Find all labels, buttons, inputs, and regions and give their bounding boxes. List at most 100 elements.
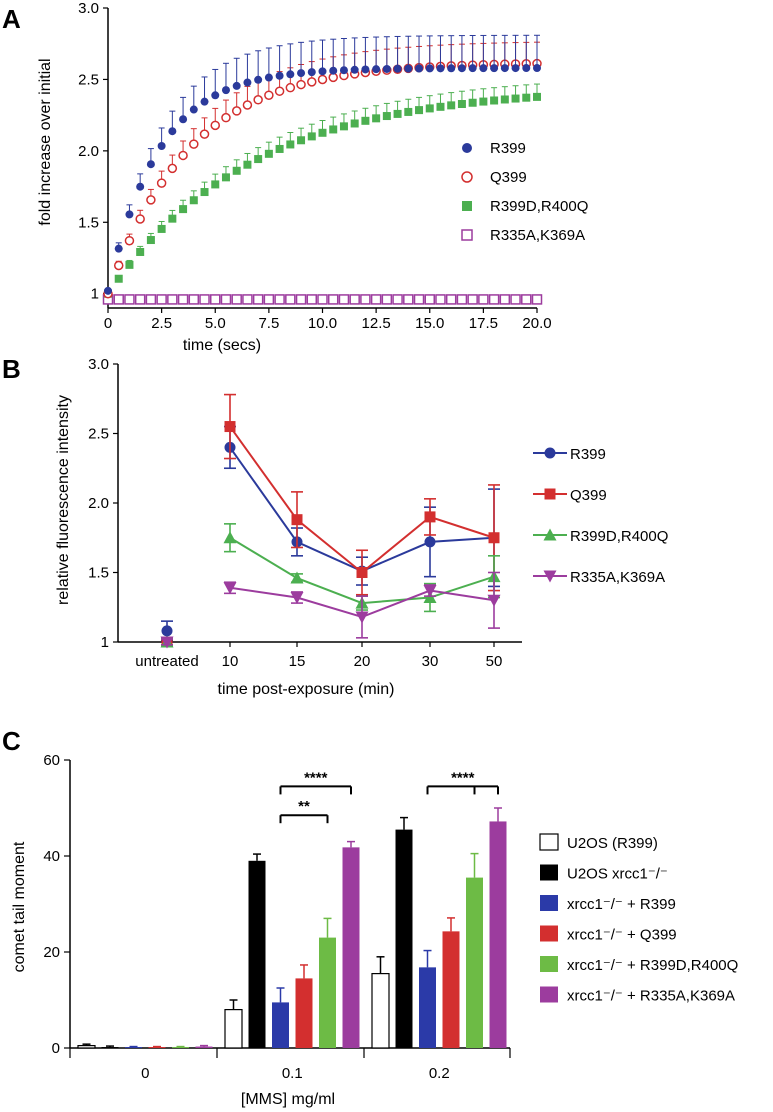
chart-a-point	[200, 188, 209, 197]
chart-a-point	[243, 78, 252, 87]
chart-a-point	[178, 150, 188, 161]
chart-b-legend-label: R399D,R400Q	[570, 528, 668, 545]
chart-a-point	[211, 91, 220, 100]
chart-a-x-tick-label: 12.5	[362, 315, 391, 332]
chart-a-point	[221, 86, 230, 95]
chart-a-point	[404, 64, 413, 73]
chart-a-point	[445, 294, 457, 305]
chart-c-legend-label: xrcc1⁻/⁻ + R335A,K369A	[567, 988, 735, 1005]
chart-a: time (secs) fold increase over initial 0…	[37, 0, 588, 354]
chart-a-x-tick-label: 17.5	[469, 315, 498, 332]
chart-a-point	[297, 136, 306, 145]
chart-c-bar	[125, 1047, 142, 1049]
chart-a-point	[275, 144, 284, 153]
chart-a-point	[252, 294, 264, 305]
chart-a-point	[264, 149, 273, 158]
chart-a-point	[510, 294, 521, 305]
chart-a-point	[447, 64, 456, 73]
chart-a-point	[306, 294, 318, 305]
chart-a-legend-marker	[462, 201, 472, 211]
chart-a-point	[231, 106, 242, 116]
chart-a-point	[297, 69, 306, 78]
chart-a-point	[490, 64, 499, 73]
chart-a-x-tick-label: 0	[104, 315, 112, 332]
chart-a-point	[104, 286, 112, 295]
chart-a-point	[317, 294, 328, 305]
chart-c-series-u2os-r399	[77, 956, 390, 1049]
chart-a-point	[146, 160, 155, 169]
chart-b-point	[487, 594, 501, 607]
chart-a-point	[156, 294, 167, 305]
chart-a-legend-label: R399	[490, 140, 526, 157]
chart-a-point	[157, 224, 166, 233]
chart-c-legend-swatch	[540, 925, 558, 942]
chart-a-point	[361, 116, 370, 125]
chart-a-point	[468, 98, 477, 107]
chart-a-point	[415, 106, 424, 115]
chart-a-point	[317, 74, 328, 85]
chart-b-series-r399d-r400q	[160, 523, 501, 648]
chart-b-legend-label: R335A,K369A	[570, 569, 665, 586]
chart-a-point	[199, 129, 210, 139]
chart-a-point	[136, 247, 145, 256]
chart-c-significance-label: ****	[304, 769, 328, 786]
chart-b-series-r335a-k369a	[160, 571, 501, 649]
chart-a-point	[113, 260, 124, 271]
chart-a-point	[263, 294, 275, 305]
chart-a-point	[221, 173, 230, 182]
chart-c-y-tick-label: 60	[43, 752, 60, 769]
chart-a-point	[479, 97, 488, 106]
chart-b-point	[356, 567, 368, 578]
chart-a-point	[296, 79, 306, 90]
chart-a-point	[125, 260, 134, 269]
chart-a-point	[210, 294, 221, 305]
chart-a-point	[327, 294, 339, 305]
chart-c-bar	[148, 1047, 166, 1049]
chart-c-bar	[77, 1044, 96, 1049]
chart-a-point	[307, 77, 317, 87]
chart-b-legend-marker	[544, 447, 556, 459]
chart-c-bar	[101, 1047, 119, 1049]
chart-a-point	[522, 93, 531, 102]
chart-b-y-tick-label: 1.5	[88, 565, 109, 582]
chart-a-point	[243, 160, 252, 169]
chart-a-point	[307, 132, 316, 141]
chart-a-point	[134, 294, 146, 305]
chart-a-point	[157, 141, 166, 150]
chart-b-x-tick-label: 15	[289, 653, 306, 670]
chart-a-point	[125, 210, 134, 219]
chart-a-point	[135, 214, 145, 224]
chart-a-point	[500, 64, 509, 73]
chart-c-bar	[319, 937, 336, 1048]
chart-b-point	[223, 582, 237, 595]
chart-a-point	[113, 294, 124, 305]
chart-a-point	[188, 294, 200, 305]
chart-a-x-tick-label: 2.5	[151, 315, 172, 332]
chart-a-point	[232, 166, 241, 175]
chart-c-y-tick-label: 0	[52, 1040, 60, 1057]
chart-b-legend-marker	[543, 570, 557, 583]
chart-b-point	[161, 625, 173, 637]
chart-a-point	[370, 294, 382, 305]
chart-a-point	[156, 178, 167, 188]
chart-a-point	[264, 73, 273, 82]
chart-a-point	[468, 64, 477, 73]
chart-c-bar	[295, 978, 313, 1048]
chart-c-x-axis-label: [MMS] mg/ml	[241, 1091, 335, 1108]
chart-c-bar	[195, 1046, 213, 1048]
chart-a-point	[360, 294, 371, 305]
chart-c-legend-swatch	[539, 833, 559, 851]
chart-a-point	[179, 205, 188, 214]
chart-a-point	[393, 64, 402, 73]
panel-a-letter: A	[2, 4, 21, 34]
chart-a-point	[425, 104, 434, 113]
chart-a-point	[499, 294, 511, 305]
chart-c-bar	[248, 860, 266, 1048]
chart-a-point	[392, 294, 403, 305]
chart-a-point	[274, 294, 285, 305]
chart-a-point	[167, 294, 178, 305]
chart-b-y-tick-label: 3.0	[88, 356, 109, 373]
chart-a-point	[285, 82, 296, 93]
chart-c-legend-swatch	[540, 864, 558, 881]
chart-a-series-r399	[104, 34, 541, 295]
